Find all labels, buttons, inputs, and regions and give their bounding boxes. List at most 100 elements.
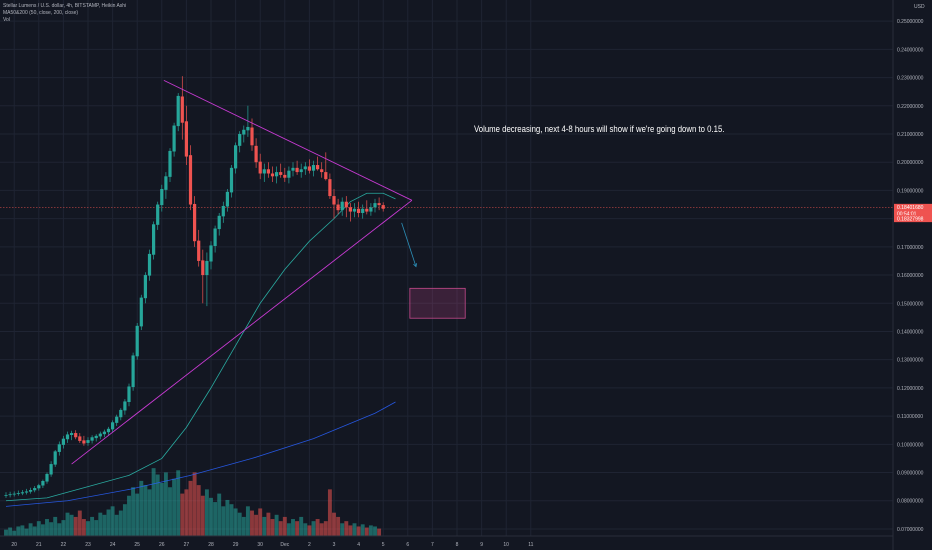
candle-body xyxy=(152,224,156,255)
moving-averages xyxy=(5,192,396,507)
candle-body xyxy=(303,166,307,170)
candle-body xyxy=(193,203,197,242)
candle-body xyxy=(320,169,324,173)
x-tick-label: 23 xyxy=(85,542,91,548)
candle-body xyxy=(254,145,258,163)
volume-bar xyxy=(327,489,332,536)
volume-bar xyxy=(258,508,263,536)
candle-body xyxy=(41,480,45,486)
candle-body xyxy=(258,161,262,174)
currency-label[interactable]: USD xyxy=(914,4,925,10)
candle-body xyxy=(225,191,229,207)
volume-bar xyxy=(233,508,238,536)
triangle-upper-trendline xyxy=(163,79,413,201)
y-tick-label: 0.10000000 xyxy=(897,442,924,448)
x-tick-label: 22 xyxy=(61,542,67,548)
volume-bar xyxy=(196,485,201,536)
candle-body xyxy=(4,495,8,496)
volume-bar xyxy=(266,512,271,536)
candlestick-series xyxy=(4,76,385,498)
candle-body xyxy=(176,95,180,127)
volume-legend[interactable]: Vol xyxy=(3,17,10,23)
volume-bar xyxy=(114,514,119,536)
candle-body xyxy=(352,208,357,212)
x-tick-label: 5 xyxy=(382,542,385,548)
candle-body xyxy=(266,169,270,174)
volume-bar xyxy=(20,525,25,536)
volume-bar xyxy=(45,519,49,536)
volume-bar xyxy=(159,483,164,536)
volume-bar xyxy=(147,489,152,536)
y-tick-label: 0.17000000 xyxy=(897,245,924,251)
drawing-tools[interactable] xyxy=(71,79,466,465)
x-tick-label: 8 xyxy=(456,542,459,548)
y-tick-label: 0.09000000 xyxy=(897,471,924,477)
candle-body xyxy=(209,245,213,262)
volume-bar xyxy=(57,523,62,536)
candle-body xyxy=(37,485,41,489)
volume-bar xyxy=(172,478,177,536)
volume-bar xyxy=(200,495,205,536)
volume-bar xyxy=(102,514,107,536)
volume-bar xyxy=(237,512,242,536)
volume-bar xyxy=(307,525,312,536)
candle-body xyxy=(242,129,246,135)
volume-bar xyxy=(254,514,259,536)
volume-bar xyxy=(356,526,361,536)
volume-bar xyxy=(69,514,74,536)
volume-bar xyxy=(12,530,17,536)
candle-body xyxy=(246,126,250,131)
x-tick-label: 3 xyxy=(333,542,336,548)
candle-body xyxy=(217,215,221,230)
price-label-text: 0.18327998 xyxy=(897,216,924,222)
volume-bar xyxy=(303,523,308,536)
candle-body xyxy=(156,204,160,225)
x-tick-label: 9 xyxy=(480,542,483,548)
volume-bar xyxy=(352,523,357,536)
volume-bar xyxy=(274,514,279,536)
volume-bar xyxy=(16,526,21,536)
volume-bar xyxy=(336,516,341,536)
volume-bar xyxy=(49,522,54,536)
time-axis[interactable]: 20 21 22 23 24 25 26 27 28 29 30 Dec 2 3 4 5 6 7 8 9 10 11 xyxy=(0,535,893,548)
volume-bar xyxy=(377,528,382,536)
y-tick-label: 0.22000000 xyxy=(897,104,924,110)
y-tick-label: 0.21000000 xyxy=(897,132,924,138)
volume-bar xyxy=(299,516,304,536)
volume-bar xyxy=(118,510,123,536)
candle-body xyxy=(361,208,365,213)
volume-bar xyxy=(250,510,254,536)
volume-bar xyxy=(176,470,181,536)
volume-bar xyxy=(127,495,131,536)
volume-bar xyxy=(348,525,353,536)
candle-body xyxy=(74,433,78,438)
candle-body xyxy=(283,174,287,178)
symbol-legend[interactable]: Stellar Lumens / U.S. dollar, 4h, BITSTA… xyxy=(3,3,127,9)
candle-body xyxy=(127,386,131,402)
volume-bar xyxy=(32,526,37,536)
volume-bar xyxy=(135,493,140,536)
volume-bar xyxy=(323,521,328,536)
annotation-note[interactable]: Volume decreasing, next 4-8 hours will s… xyxy=(474,124,725,135)
price-axis[interactable]: 0.25000000 0.24000000 0.23000000 0.22000000… xyxy=(892,0,932,550)
ma-legend[interactable]: MA50&200 (50, close, 200, close) xyxy=(3,10,79,16)
ma50-line xyxy=(5,192,396,502)
volume-bar xyxy=(360,524,365,536)
candle-body xyxy=(365,208,369,212)
y-tick-label: 0.25000000 xyxy=(897,19,924,25)
volume-bar xyxy=(94,520,99,536)
volume-bar xyxy=(122,504,127,536)
candle-body xyxy=(299,169,303,173)
x-tick-label: 25 xyxy=(134,542,140,548)
volume-bar xyxy=(131,487,136,536)
candle-body xyxy=(295,167,299,173)
candle-body xyxy=(119,409,123,418)
candle-body xyxy=(287,170,291,178)
candle-body xyxy=(147,253,152,276)
volume-bar xyxy=(73,516,78,536)
volume-bar xyxy=(36,521,41,536)
candle-body xyxy=(328,179,332,197)
chart-legend: Stellar Lumens / U.S. dollar, 4h, BITSTA… xyxy=(3,3,126,24)
candle-body xyxy=(33,488,37,491)
